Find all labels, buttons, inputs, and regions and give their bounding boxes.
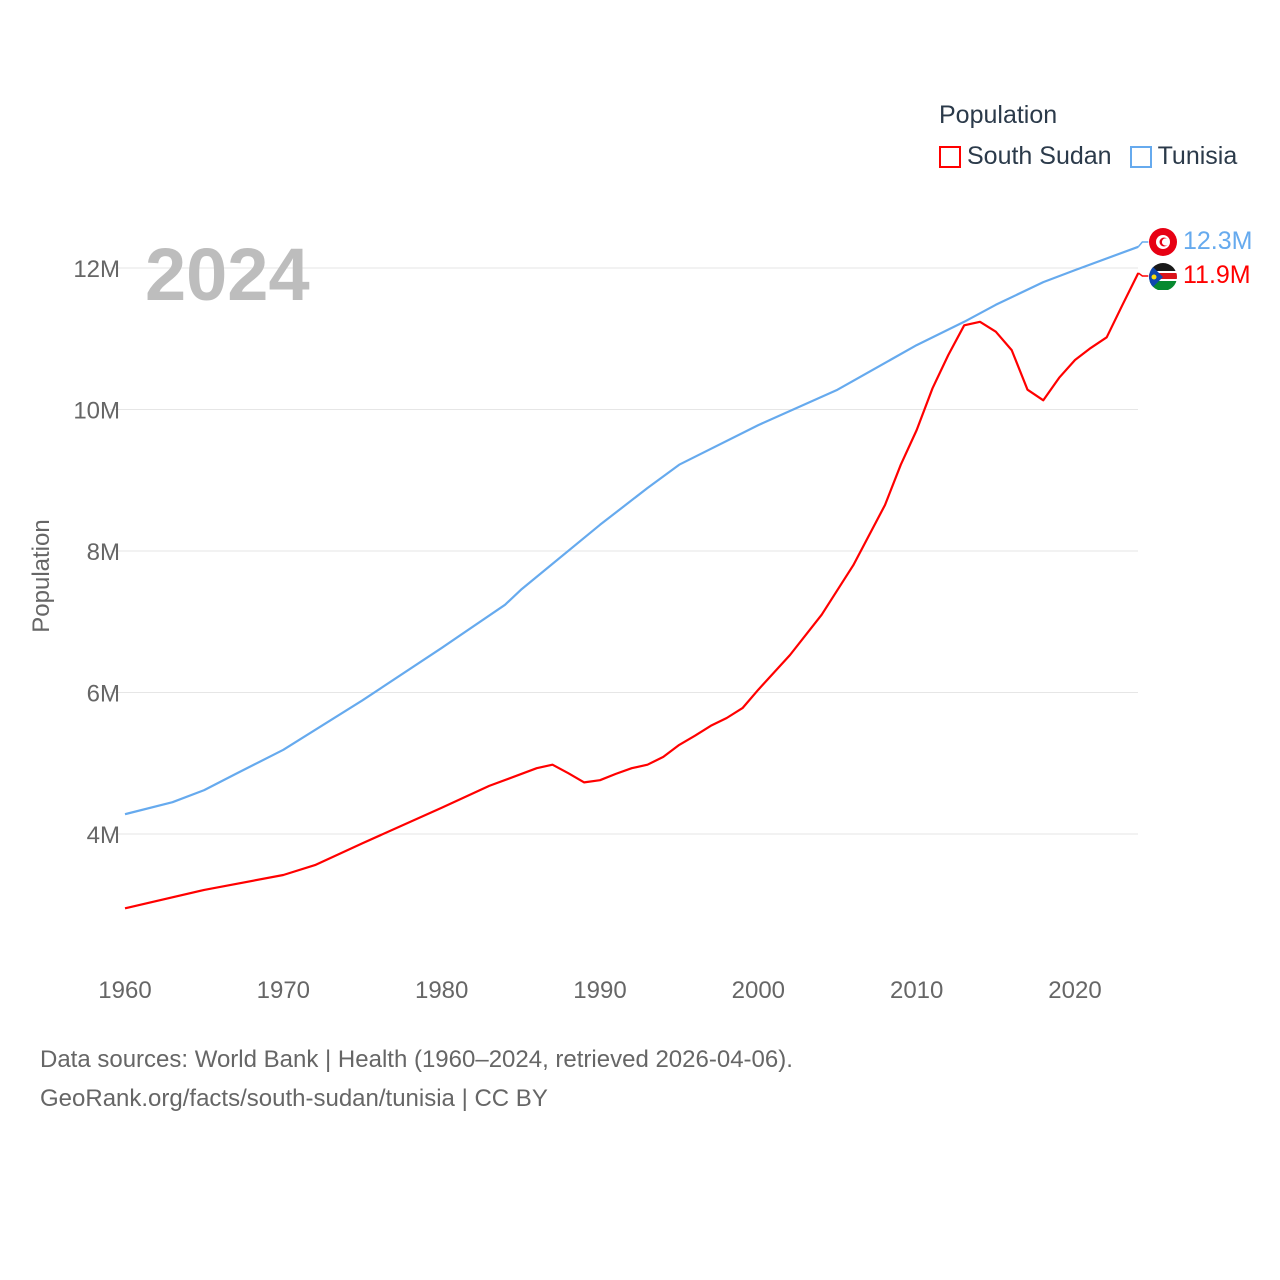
y-tick-label: 10M [73,398,120,425]
flag-stripe [1149,279,1177,281]
end-label-connector [1137,241,1149,248]
legend: South Sudan Tunisia [939,142,1237,171]
footer-sources: Data sources: World Bank | Health (1960–… [40,1046,793,1073]
end-label-tunisia: 12.3M [1183,227,1253,255]
x-tick-label: 1960 [98,977,151,1004]
footer-link[interactable]: GeoRank.org/facts/south-sudan/tunisia | … [40,1085,548,1112]
y-tick-label: 12M [73,256,120,283]
legend-item-south-sudan[interactable]: South Sudan [939,142,1112,171]
flag-crescent-cut [1161,238,1170,246]
y-tick-label: 6M [87,681,120,708]
legend-label: Tunisia [1157,142,1238,170]
series-line-south-sudan [124,272,1140,910]
x-tick-label: 2010 [890,977,943,1004]
x-tick-label: 2000 [732,977,785,1004]
flag-stripe [1149,273,1177,279]
tunisia-flag-icon [1149,228,1177,256]
south-sudan-flag-icon [1149,263,1177,291]
legend-label: South Sudan [967,142,1112,170]
x-tick-label: 1980 [415,977,468,1004]
legend-swatch [1129,145,1152,168]
x-tick-label: 1990 [573,977,626,1004]
y-axis-label: Population [28,519,55,633]
end-label-connector [1137,272,1149,277]
y-tick-label: 4M [87,822,120,849]
end-label-south-sudan: 11.9M [1183,261,1251,289]
flag-star [1151,274,1157,280]
series-line-tunisia [124,245,1139,816]
y-tick-label: 8M [87,539,120,566]
year-label: 2024 [145,233,310,316]
legend-swatch [939,145,961,168]
flag-stripe [1149,271,1177,273]
legend-item-tunisia[interactable]: Tunisia [1129,142,1238,171]
x-tick-label: 1970 [257,977,310,1004]
x-tick-label: 2020 [1048,977,1101,1004]
legend-title: Population [939,101,1058,129]
flag-stripe [1149,281,1177,290]
flag-stripe [1149,263,1177,271]
